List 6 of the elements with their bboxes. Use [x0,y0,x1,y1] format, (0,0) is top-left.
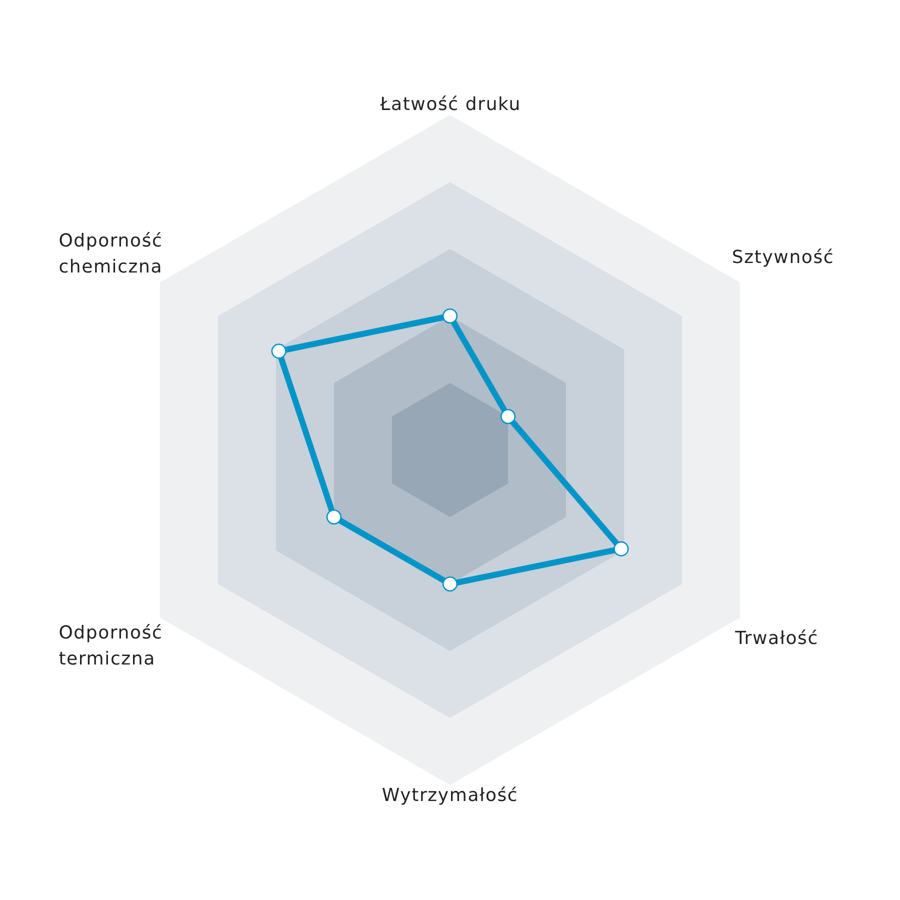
spoke-label: Wytrzymałość [382,785,518,806]
spoke-label: Łatwość druku [379,94,521,115]
spoke-label: Odporność chemiczna [58,230,163,278]
spoke-label: Sztywność [732,247,834,268]
spoke-label: Trwałość [734,628,818,649]
spoke-label: Odporność termiczna [58,622,163,670]
